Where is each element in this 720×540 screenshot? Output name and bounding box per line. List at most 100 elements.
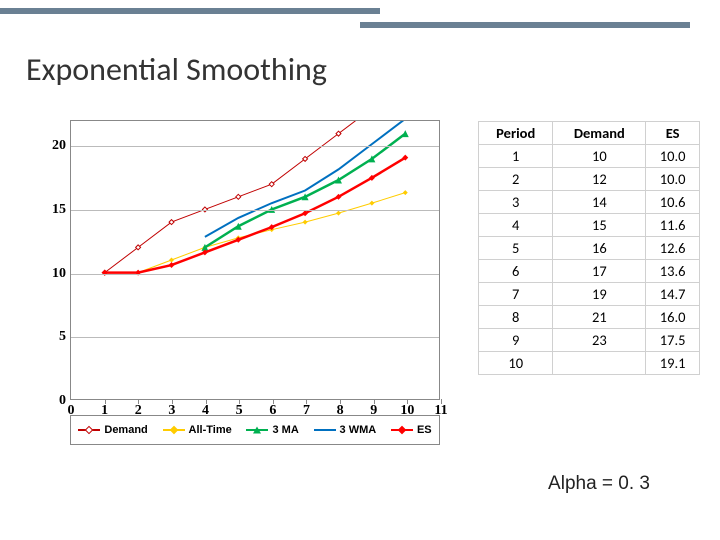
gridline [71, 337, 439, 338]
table-cell: 3 [479, 191, 553, 214]
table-row: 31410.6 [479, 191, 700, 214]
marker [369, 201, 374, 206]
table-cell: 10.0 [646, 145, 700, 168]
table-cell: 21 [553, 306, 646, 329]
x-tick-mark [441, 399, 442, 404]
table-cell: 16.0 [646, 306, 700, 329]
accent-bar-2 [360, 22, 690, 28]
legend-swatch [314, 429, 336, 431]
data-table-area: PeriodDemandES11010.021210.031410.641511… [478, 121, 700, 375]
chart-svg [71, 121, 439, 399]
alpha-label: Alpha = 0. 3 [548, 473, 650, 495]
legend-label: ES [417, 424, 432, 436]
table-cell: 15 [553, 214, 646, 237]
table-row: 21210.0 [479, 168, 700, 191]
table-cell: 12 [553, 168, 646, 191]
table-cell: 14.7 [646, 283, 700, 306]
marker [403, 190, 408, 195]
table-cell: 14 [553, 191, 646, 214]
table-row: 71914.7 [479, 283, 700, 306]
chart-legend: Demand All-Time 3 MA 3 WMA ES [70, 415, 440, 445]
exponential-smoothing-chart: 0510152001234567891011 Demand All-Time 3 M… [30, 120, 460, 450]
marker [236, 194, 241, 199]
y-axis-tick: 15 [41, 202, 66, 218]
table-row: 41511.6 [479, 214, 700, 237]
x-tick-mark [138, 399, 139, 404]
data-table: PeriodDemandES11010.021210.031410.641511… [478, 121, 700, 375]
marker [402, 130, 409, 137]
plot-area: 0510152001234567891011 [70, 120, 440, 400]
legend-swatch [78, 429, 100, 431]
gridline [71, 210, 439, 211]
table-cell: 10 [479, 352, 553, 375]
table-row: 10 19.1 [479, 352, 700, 375]
table-cell: 16 [553, 237, 646, 260]
legend-item-es: ES [391, 424, 432, 436]
x-tick-mark [374, 399, 375, 404]
table-header-cell: Period [479, 122, 553, 145]
table-header-cell: ES [646, 122, 700, 145]
table-row: 92317.5 [479, 329, 700, 352]
table-cell: 19 [553, 283, 646, 306]
series-line-3-wma [205, 121, 405, 237]
series-line-es [105, 158, 406, 273]
table-cell: 9 [479, 329, 553, 352]
legend-item-demand: Demand [78, 424, 147, 436]
x-tick-mark [172, 399, 173, 404]
x-tick-mark [105, 399, 106, 404]
x-tick-mark [239, 399, 240, 404]
table-header-row: PeriodDemandES [479, 122, 700, 145]
legend-label: Demand [104, 424, 147, 436]
table-cell [553, 352, 646, 375]
table-cell: 19.1 [646, 352, 700, 375]
table-cell: 11.6 [646, 214, 700, 237]
legend-label: All-Time [189, 424, 232, 436]
table-cell: 13.6 [646, 260, 700, 283]
table-cell: 5 [479, 237, 553, 260]
table-row: 61713.6 [479, 260, 700, 283]
table-cell: 17 [553, 260, 646, 283]
table-cell: 12.6 [646, 237, 700, 260]
legend-label: 3 WMA [340, 424, 377, 436]
table-cell: 1 [479, 145, 553, 168]
table-cell: 8 [479, 306, 553, 329]
y-axis-tick: 5 [41, 329, 66, 345]
legend-swatch [163, 429, 185, 431]
slide-accent [0, 0, 720, 36]
table-cell: 17.5 [646, 329, 700, 352]
x-tick-mark [306, 399, 307, 404]
legend-item-3-wma: 3 WMA [314, 424, 377, 436]
x-tick-mark [340, 399, 341, 404]
accent-bar-1 [0, 8, 380, 14]
x-tick-mark [206, 399, 207, 404]
marker [135, 270, 141, 276]
series-line-all-time [138, 193, 405, 273]
table-header-cell: Demand [553, 122, 646, 145]
gridline [71, 146, 439, 147]
y-axis-tick: 10 [41, 266, 66, 282]
table-cell: 23 [553, 329, 646, 352]
marker [169, 258, 174, 263]
legend-swatch [391, 429, 413, 431]
legend-item-all-time: All-Time [163, 424, 232, 436]
x-tick-mark [273, 399, 274, 404]
table-cell: 4 [479, 214, 553, 237]
table-cell: 6 [479, 260, 553, 283]
table-cell: 2 [479, 168, 553, 191]
legend-swatch [246, 429, 268, 431]
page-title: Exponential Smoothing [26, 50, 327, 89]
x-tick-mark [407, 399, 408, 404]
marker [303, 220, 308, 225]
legend-item-3-ma: 3 MA [246, 424, 298, 436]
table-row: 11010.0 [479, 145, 700, 168]
table-row: 51612.6 [479, 237, 700, 260]
y-axis-tick: 20 [41, 138, 66, 154]
gridline [71, 274, 439, 275]
table-cell: 10 [553, 145, 646, 168]
table-row: 82116.0 [479, 306, 700, 329]
legend-label: 3 MA [272, 424, 298, 436]
table-cell: 7 [479, 283, 553, 306]
marker [336, 211, 341, 216]
table-cell: 10.0 [646, 168, 700, 191]
table-cell: 10.6 [646, 191, 700, 214]
